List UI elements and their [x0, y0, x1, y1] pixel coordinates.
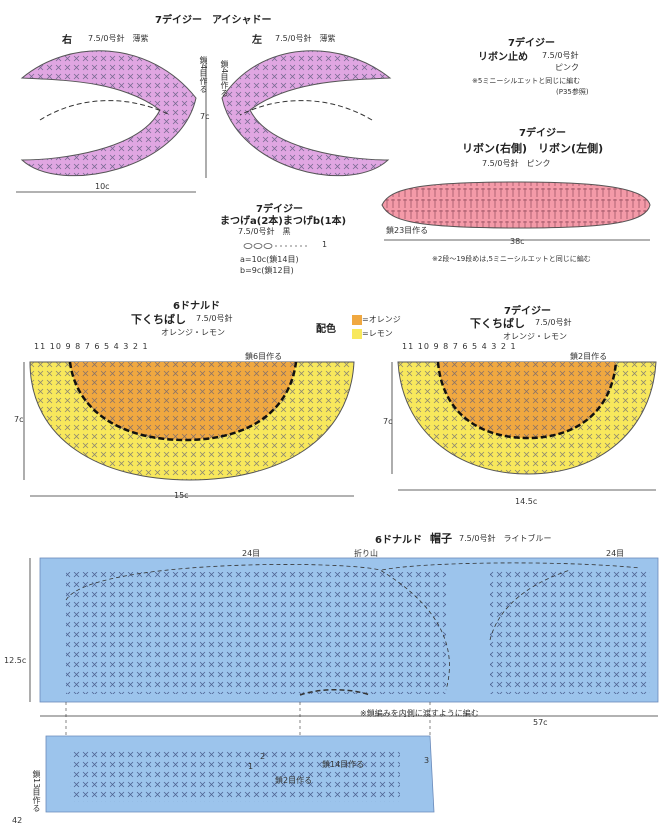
ribbon-stop-color: ピンク [555, 63, 579, 72]
lashes-b: b=9c(鎖12目) [240, 266, 294, 275]
lips-daisy-colors: オレンジ・レモン [503, 332, 567, 341]
eyeshadow-chain-note-right: 鎖4目作る [199, 56, 208, 94]
lips-donald-title: 下くちばし [131, 313, 186, 326]
hat-note: ※鎖編みを内側に渡すように編む [360, 709, 479, 718]
ribbon-note-a: ※2段〜19段めは, [432, 255, 489, 263]
lips-daisy-title: 下くちばし [470, 317, 525, 330]
lips-donald-height: 7c [14, 415, 24, 424]
lashes-title: まつげa(2本)まつげb(1本) [220, 216, 347, 227]
lashes-one: 1 [322, 240, 328, 249]
hat-spec: 7.5/0号針 ライトブルー [459, 534, 552, 543]
hat-n2: 2 [260, 752, 266, 761]
hat-chain-mid: 鎖2目作る [275, 776, 313, 785]
eyeshadow-dimensions [16, 60, 207, 193]
lips-donald-suffix: ドナルド [179, 301, 220, 312]
hat-chain-bottom: 鎖14目作る [322, 760, 365, 769]
ribbon-stop-note-text: ミニーシルエットと同じに編む [482, 77, 581, 85]
lips-daisy-rows: 11 10 9 8 7 6 5 4 3 2 1 [402, 342, 517, 351]
hat-left-count: 24目 [242, 549, 261, 558]
eyeshadow-chain-note-left: 鎖4目作る [220, 60, 229, 98]
lashes-a: a=10c(鎖14目) [240, 255, 299, 264]
ribbon-shape [381, 181, 651, 241]
ribbon-stop-heading: 7デイジー [508, 34, 555, 49]
lips-donald-rows: 11 10 9 8 7 6 5 4 3 2 1 [34, 342, 149, 351]
eyeshadow-height: 7c [200, 112, 210, 121]
hat-fold: 折り山 [354, 549, 378, 558]
ribbon-num: 7 [519, 128, 526, 139]
eyeshadow-title-text: デイジー アイシャドー [161, 15, 272, 26]
ribbon-note-b: ミニーシルエットと同じに編む [492, 255, 591, 263]
ribbon-stop-note-num: 5 [477, 77, 483, 85]
eyeshadow-right-spec: 7.5/0号針 薄紫 [88, 34, 149, 43]
page-number: 42 [12, 816, 23, 825]
eyeshadow-left-shape [221, 50, 392, 177]
hat-right-count: 24目 [606, 549, 625, 558]
lips-daisy-num: 7 [504, 306, 511, 317]
palette-lemon: =レモン [362, 329, 393, 338]
ribbon-suffix: デイジー [525, 128, 566, 139]
eyeshadow-right-shape [20, 50, 197, 177]
ribbon-stop-suffix: デイジー [514, 38, 555, 49]
ribbon-note-num: 5 [488, 255, 493, 263]
ribbon-stop-spec: 7.5/0号針 [542, 51, 579, 60]
lips-daisy-width: 14.5c [515, 497, 538, 506]
lips-donald-spec: 7.5/0号針 [196, 314, 233, 323]
lashes-suffix: デイジー [262, 204, 303, 215]
ribbon-width: 38c [510, 237, 525, 246]
lips-donald-width: 15c [174, 491, 189, 500]
palette-label: 配色 [316, 324, 336, 335]
hat-shape [29, 557, 659, 717]
lashes-num: 7 [256, 204, 263, 215]
ribbon-chain-note: 鎖23目作る [386, 226, 429, 235]
lips-donald-num: 6 [173, 301, 180, 312]
lips-daisy-suffix: デイジー [510, 306, 551, 317]
hat-title: 帽子 [430, 532, 452, 545]
lashes-spec: 7.5/0号針 黒 [238, 227, 291, 236]
ribbon-stop-num: 7 [508, 38, 515, 49]
lips-daisy-chain-note: 鎖2目作る [570, 352, 608, 361]
ribbon-stop-note: ※5ミニーシルエットと同じに編む [472, 76, 580, 86]
hat-heading: 6ドナルド [375, 531, 422, 546]
eyeshadow-right-label: 右 [62, 35, 72, 46]
hat-height: 12.5c [4, 656, 27, 665]
lemon-swatch-icon [352, 328, 362, 339]
ribbon-stop-title: リボン止め [478, 52, 528, 63]
ribbon-spec: 7.5/0号針 ピンク [482, 159, 551, 168]
eyeshadow-num: 7 [155, 15, 162, 26]
eyeshadow-left-label: 左 [252, 35, 262, 46]
lips-daisy-shape [391, 361, 657, 491]
hat-chain-side: 鎖13目作る [32, 770, 41, 813]
ribbon-stop-ref: (P35参照) [556, 88, 589, 96]
lashes-chain [243, 243, 310, 249]
ribbon-title: リボン(右側) リボン(左側) [462, 142, 604, 155]
eyeshadow-width: 10c [95, 182, 110, 191]
lashes-heading: 7デイジー [256, 200, 303, 215]
hat-n3: 3 [424, 756, 430, 765]
orange-swatch-icon [352, 314, 362, 325]
lips-daisy-height: 7c [383, 417, 393, 426]
hat-suffix: ドナルド [381, 535, 422, 546]
hat-n1: 1 [248, 762, 254, 771]
eyeshadow-title: 7デイジー アイシャドー [155, 11, 271, 26]
lips-daisy-spec: 7.5/0号針 [535, 318, 572, 327]
ribbon-heading: 7デイジー [519, 124, 566, 139]
hat-width: 57c [533, 718, 548, 727]
ribbon-stop-note-mark: ※ [472, 77, 478, 85]
hat-brim-shape [45, 702, 435, 813]
palette-orange: =オレンジ [362, 315, 401, 324]
palette-orange-row: =オレンジ [352, 314, 401, 325]
lips-donald-heading: 6ドナルド [173, 297, 220, 312]
hat-num: 6 [375, 535, 382, 546]
palette-lemon-row: =レモン [352, 328, 393, 339]
lips-donald-chain-note: 鎖6目作る [245, 352, 283, 361]
ribbon-note: ※2段〜19段めは,5ミニーシルエットと同じに編む [432, 254, 591, 264]
lips-daisy-heading: 7デイジー [504, 302, 551, 317]
eyeshadow-left-spec: 7.5/0号針 薄紫 [275, 34, 336, 43]
lips-donald-colors: オレンジ・レモン [161, 328, 225, 337]
lips-donald-shape [23, 361, 355, 497]
